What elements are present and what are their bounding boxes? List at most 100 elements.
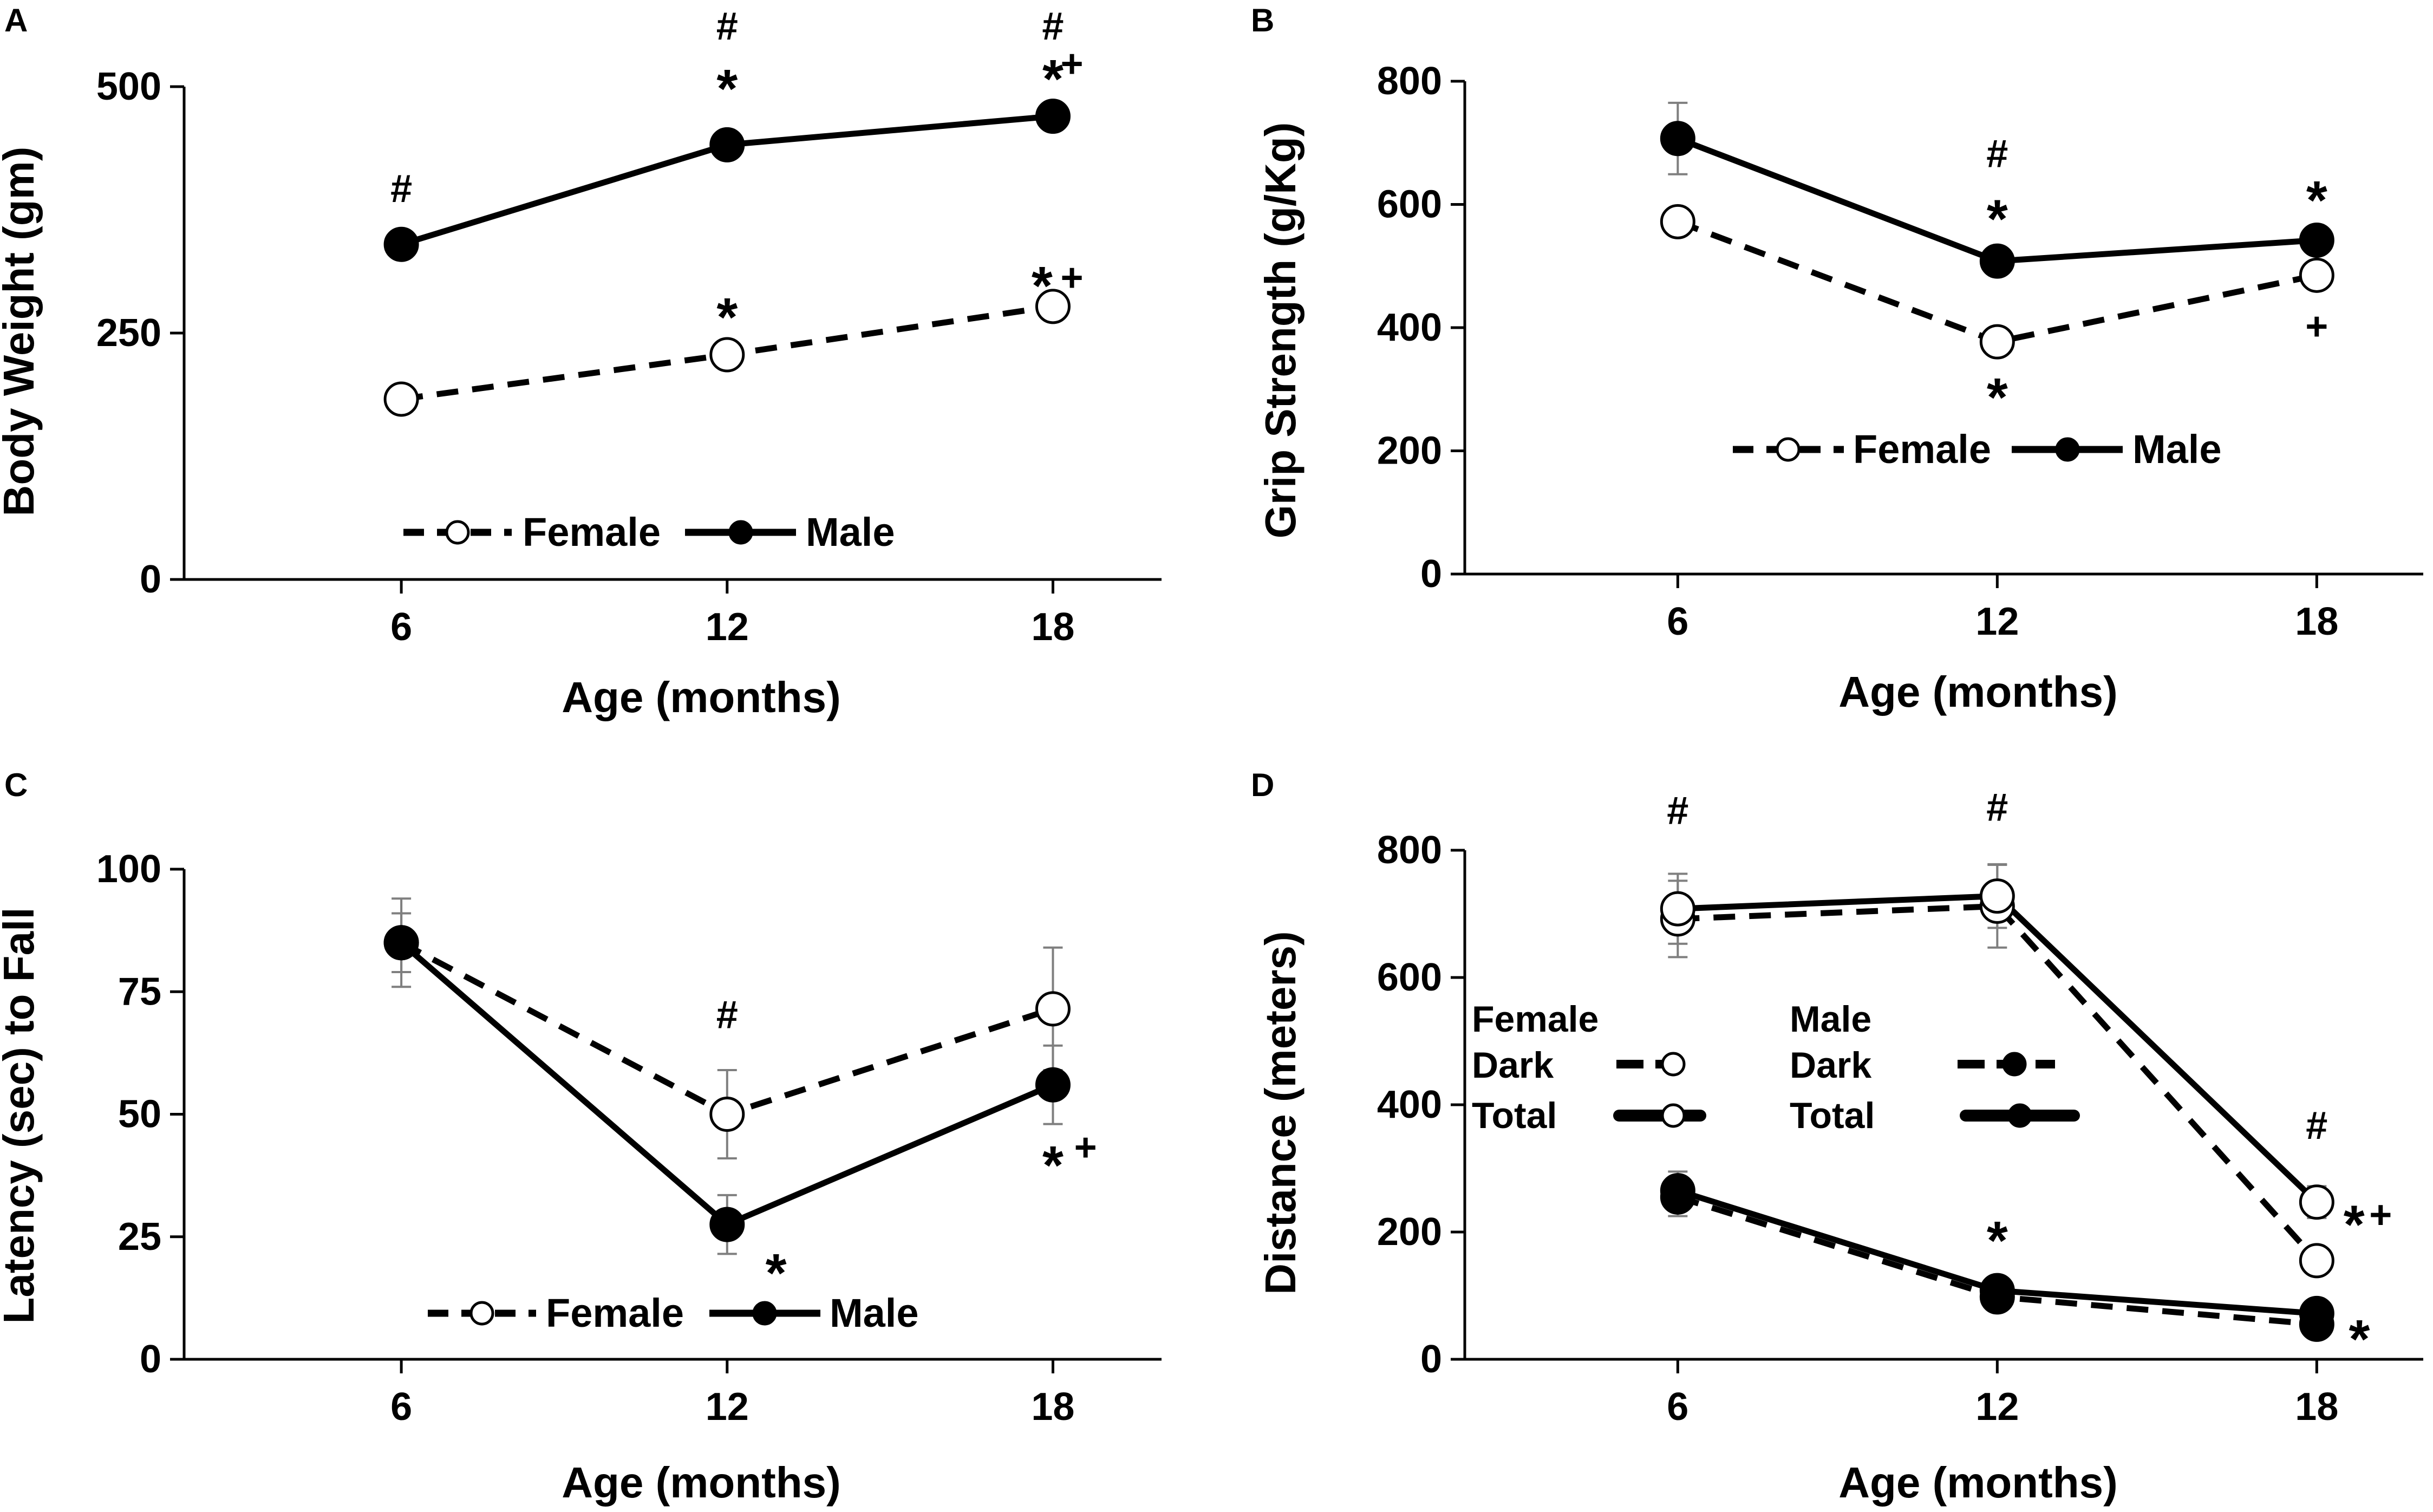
panel-d-significance-mark: # <box>1986 786 2008 830</box>
panel-b-y-tick-label: 200 <box>1377 429 1442 473</box>
panel-c-data-point-male <box>1035 1067 1071 1103</box>
panel-a-significance-mark: # <box>716 5 738 48</box>
panel-d-x-tick-label: 12 <box>1975 1385 2019 1429</box>
panel-label-c: C <box>4 767 28 803</box>
panel-d-x-axis-label: Age (months) <box>1838 1458 2118 1507</box>
panel-label-b: B <box>1251 2 1274 38</box>
panel-d-series-line-female-dark <box>1678 903 2319 1263</box>
panel-a-data-point-male <box>1035 99 1071 134</box>
panel-d-significance-mark: # <box>2306 1104 2327 1148</box>
panel-d-legend-male-dark-label: Dark <box>1790 1045 1871 1086</box>
panel-c-y-tick-label: 75 <box>118 970 161 1013</box>
panel-b-legend-male-label: Male <box>2132 427 2222 472</box>
panel-b-x-tick-label: 18 <box>2295 600 2338 643</box>
panel-b-y-tick-label: 800 <box>1377 60 1442 103</box>
panel-a-x-tick-label: 18 <box>1031 605 1074 649</box>
panel-c-x-tick-label: 18 <box>1031 1385 1074 1429</box>
panel-a-significance-mark: # <box>1042 5 1064 48</box>
panel-c-significance-mark: * <box>766 1243 787 1304</box>
panel-d-y-tick-label: 400 <box>1377 1083 1442 1126</box>
panel-a-x-tick-label: 12 <box>706 605 749 649</box>
panel-c-x-tick-label: 6 <box>390 1385 412 1429</box>
panel-label-d: D <box>1251 767 1274 803</box>
panel-d-significance-mark: * <box>2349 1309 2370 1370</box>
panel-a-y-tick-label: 250 <box>96 311 161 355</box>
panel-a-significance-mark: * <box>1042 49 1064 109</box>
panel-a-significance-mark: * <box>716 58 738 119</box>
panel-d-significance-mark: # <box>1667 790 1688 833</box>
panel-a-x-tick-label: 6 <box>390 605 412 649</box>
panel-d-legend-male-header: Male <box>1790 999 1871 1040</box>
panel-d-legend-male-total-label: Total <box>1790 1095 1875 1136</box>
panel-b-x-tick-label: 6 <box>1667 600 1688 643</box>
panel-d-y-tick-label: 800 <box>1377 829 1442 872</box>
panel-b-y-tick-label: 0 <box>1420 552 1442 596</box>
panel-a-y-tick-label: 0 <box>140 558 161 601</box>
panel-a-significance-mark: # <box>390 167 412 211</box>
panel-a-data-point-female <box>383 381 419 417</box>
panel-b-series <box>1660 101 2334 360</box>
panel-b-data-point-female <box>2299 257 2334 293</box>
panel-b-y-tick-label: 400 <box>1377 306 1442 349</box>
panel-b-legend-male-marker <box>2055 437 2080 462</box>
panel-c-series <box>383 897 1071 1255</box>
panel-c-x-tick-label: 12 <box>706 1385 749 1429</box>
panel-d-legend: Female Male Dark Total Dark Total <box>1472 999 2080 1136</box>
panel-b-significance-mark: * <box>1987 367 2008 428</box>
panel-b-legend-female-label: Female <box>1853 427 1991 472</box>
panel-c-legend-female-marker <box>469 1301 494 1326</box>
panel-d-x-tick-label: 6 <box>1667 1385 1688 1429</box>
panel-a-significance-mark: + <box>1061 42 1084 86</box>
panel-d-legend-female-header: Female <box>1472 999 1599 1040</box>
panel-b-y-tick-label: 600 <box>1377 183 1442 226</box>
panel-b-significance-mark: # <box>1986 133 2008 176</box>
panel-c-y-tick-label: 0 <box>140 1338 161 1381</box>
panel-d-data-point-male-total <box>1979 1273 2015 1308</box>
panel-b-x-axis-label: Age (months) <box>1838 668 2118 716</box>
panel-c-data-point-male <box>383 925 419 961</box>
panel-a-significance-mark: * <box>1032 256 1053 316</box>
panel-c-legend-male-marker <box>752 1301 777 1326</box>
panel-b-significance-mark: * <box>1987 188 2008 249</box>
panel-c-y-tick-label: 100 <box>96 848 161 891</box>
panel-c-legend-female-label: Female <box>546 1291 684 1335</box>
panel-c-axes: 0 25 50 75 100 6 12 18 <box>96 848 1162 1429</box>
panel-c-data-point-male <box>709 1207 745 1242</box>
panel-d-significance-mark: * <box>2344 1194 2365 1255</box>
panel-a-data-point-male <box>383 226 419 262</box>
panel-a-axes: 0 250 500 6 12 18 <box>96 65 1162 649</box>
panel-a-series <box>383 99 1071 417</box>
panel-b-legend-female-marker <box>1776 437 1801 462</box>
panel-b-data-point-female <box>1979 324 2015 360</box>
panel-a-legend-female-marker <box>445 520 470 545</box>
panel-d-data-point-male-total <box>2299 1295 2334 1331</box>
panel-c-annotations: #** + <box>716 994 1097 1304</box>
panel-c-data-point-female <box>1035 991 1071 1027</box>
panel-d-y-tick-label: 600 <box>1377 956 1442 999</box>
panel-b-axes: 0 200 400 600 800 6 12 18 <box>1377 60 2423 643</box>
panel-c-significance-mark: + <box>1074 1126 1097 1169</box>
panel-d-y-tick-label: 0 <box>1420 1338 1442 1381</box>
panel-b-data-point-male <box>1660 121 1695 157</box>
panel-d-legend-female-total-label: Total <box>1472 1095 1557 1136</box>
panel-a-significance-mark: * <box>716 287 738 348</box>
panel-b-legend: Female Male <box>1733 427 2222 472</box>
panel-label-a: A <box>4 2 28 38</box>
panel-a-y-tick-label: 500 <box>96 65 161 108</box>
panel-b-annotations: # * * * + <box>1986 133 2328 428</box>
panel-d-data-point-female-total <box>2299 1184 2334 1220</box>
panel-b-data-point-male <box>1979 243 2015 279</box>
panel-a-y-axis-label: Body Weight (gm) <box>0 147 43 517</box>
panel-d-legend-female-dark-label: Dark <box>1472 1045 1554 1086</box>
panel-c-significance-mark: # <box>716 994 738 1037</box>
panel-d-legend-female-total-marker <box>1661 1103 1686 1128</box>
panel-a-annotations: ##*#*+** + <box>390 5 1083 348</box>
panel-c-y-tick-label: 25 <box>118 1215 161 1259</box>
panel-a-data-point-male <box>709 127 745 162</box>
panel-d-data-point-female-total <box>1979 878 2015 914</box>
panel-c-y-axis-label: Latency (sec) to Fall <box>0 907 43 1324</box>
panel-b-significance-mark: + <box>2305 305 2328 348</box>
